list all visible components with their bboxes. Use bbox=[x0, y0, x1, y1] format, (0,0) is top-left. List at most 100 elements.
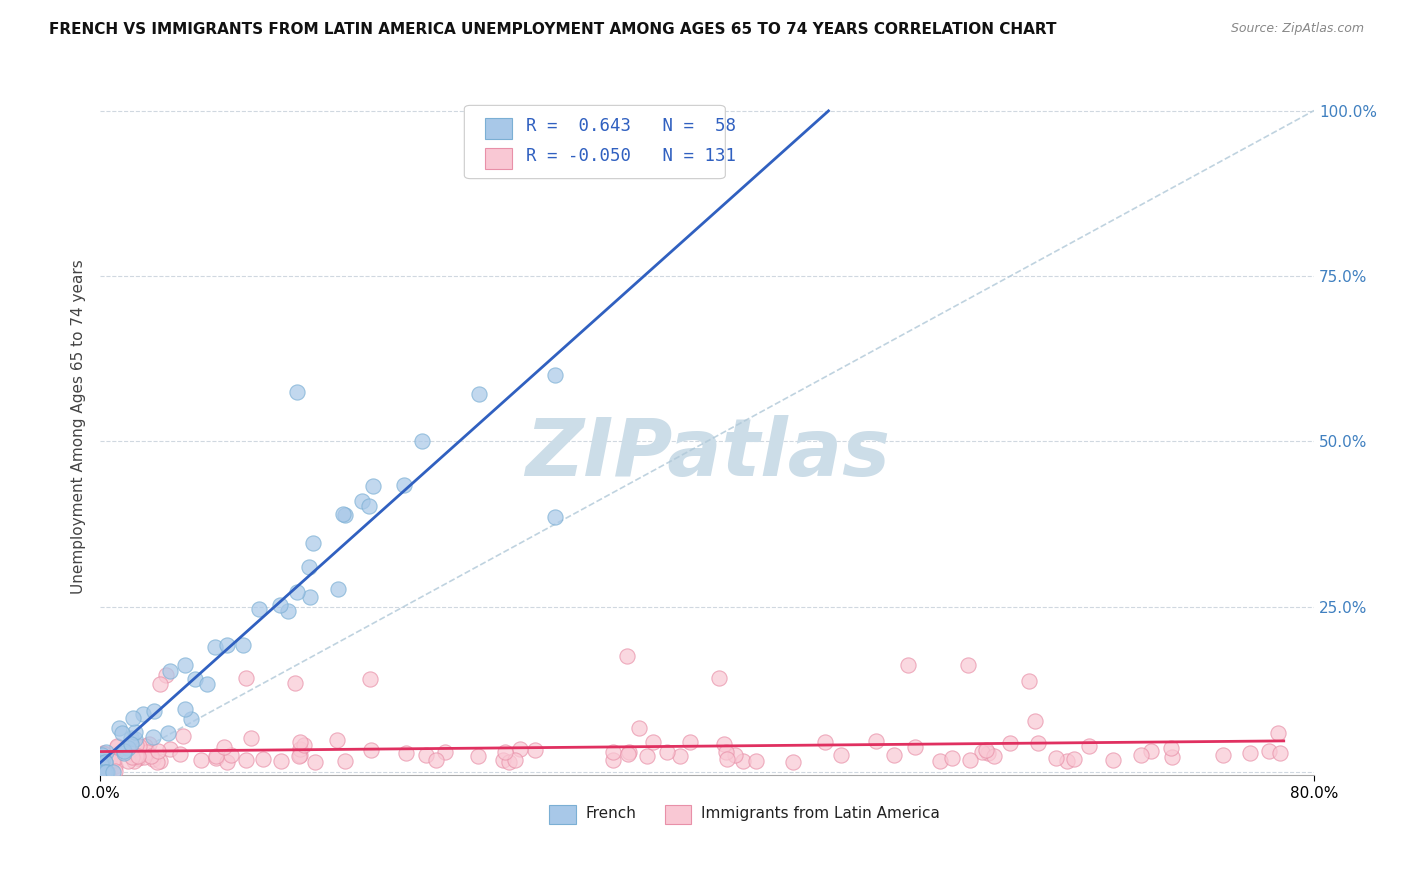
Point bbox=[94, 755, 117, 769]
Point bbox=[509, 742, 531, 756]
Point bbox=[301, 536, 323, 550]
Point bbox=[974, 743, 997, 757]
Point bbox=[124, 754, 146, 768]
Point bbox=[957, 658, 980, 673]
Point bbox=[127, 751, 149, 765]
Point bbox=[270, 754, 292, 768]
Point bbox=[125, 749, 148, 764]
Point bbox=[97, 755, 120, 769]
Point bbox=[616, 649, 638, 664]
Text: ZIPatlas: ZIPatlas bbox=[524, 416, 890, 493]
Point bbox=[1026, 736, 1049, 750]
Point bbox=[468, 387, 491, 401]
Point bbox=[498, 755, 520, 769]
Point bbox=[983, 748, 1005, 763]
Point bbox=[1257, 744, 1279, 758]
Point bbox=[90, 756, 112, 770]
Point bbox=[91, 755, 114, 769]
Point bbox=[724, 747, 747, 762]
Point bbox=[212, 739, 235, 754]
Point bbox=[287, 384, 309, 399]
Point bbox=[929, 755, 952, 769]
Point bbox=[425, 753, 447, 767]
Point bbox=[93, 747, 115, 762]
Point bbox=[544, 510, 567, 524]
Text: FRENCH VS IMMIGRANTS FROM LATIN AMERICA UNEMPLOYMENT AMONG AGES 65 TO 74 YEARS C: FRENCH VS IMMIGRANTS FROM LATIN AMERICA … bbox=[49, 22, 1057, 37]
Point bbox=[883, 747, 905, 762]
Point bbox=[326, 582, 349, 596]
Point bbox=[830, 747, 852, 762]
Point bbox=[288, 742, 311, 756]
Point bbox=[679, 734, 702, 748]
Point bbox=[636, 749, 658, 764]
Point bbox=[392, 477, 415, 491]
Point bbox=[96, 757, 118, 772]
Point bbox=[121, 750, 143, 764]
Point bbox=[1130, 748, 1153, 763]
Point bbox=[1018, 674, 1040, 689]
Point bbox=[172, 729, 194, 743]
Point bbox=[332, 508, 354, 522]
Point bbox=[277, 604, 299, 618]
Point bbox=[132, 750, 155, 764]
Point bbox=[333, 754, 356, 768]
Point bbox=[155, 667, 177, 681]
Point bbox=[93, 765, 115, 780]
Text: French: French bbox=[586, 806, 637, 822]
Point bbox=[544, 368, 567, 383]
Point bbox=[146, 755, 169, 769]
Point bbox=[205, 748, 228, 763]
Point bbox=[284, 676, 307, 690]
Point bbox=[94, 755, 117, 769]
Point bbox=[709, 671, 731, 685]
Point bbox=[1078, 739, 1101, 754]
Point bbox=[159, 664, 181, 678]
Point bbox=[120, 742, 142, 756]
Point bbox=[90, 754, 112, 768]
Point bbox=[865, 734, 887, 748]
Point bbox=[142, 752, 165, 766]
FancyBboxPatch shape bbox=[665, 805, 692, 824]
Point bbox=[149, 754, 172, 768]
Point bbox=[159, 742, 181, 756]
Point bbox=[1239, 747, 1261, 761]
Point bbox=[959, 753, 981, 767]
Point bbox=[904, 740, 927, 755]
Point bbox=[90, 748, 112, 763]
Point bbox=[94, 765, 117, 780]
Point bbox=[89, 765, 111, 780]
FancyBboxPatch shape bbox=[485, 148, 512, 169]
Point bbox=[669, 749, 692, 764]
Point bbox=[135, 745, 157, 759]
Point bbox=[287, 748, 309, 763]
Point bbox=[492, 753, 515, 767]
Point bbox=[1161, 750, 1184, 764]
Point bbox=[352, 493, 374, 508]
Point bbox=[215, 639, 238, 653]
Point bbox=[94, 745, 117, 759]
Point bbox=[114, 746, 136, 760]
Point bbox=[304, 755, 326, 769]
Point bbox=[602, 745, 624, 759]
Point bbox=[290, 735, 312, 749]
Point bbox=[731, 754, 754, 768]
Point bbox=[93, 762, 115, 776]
Point bbox=[146, 743, 169, 757]
Point bbox=[1063, 751, 1085, 765]
Point bbox=[1160, 740, 1182, 755]
Point bbox=[326, 733, 349, 747]
Point bbox=[134, 739, 156, 753]
Point bbox=[617, 747, 640, 761]
Point bbox=[98, 752, 121, 766]
Point bbox=[98, 762, 121, 776]
Point bbox=[655, 745, 678, 759]
Point bbox=[204, 640, 226, 654]
Point bbox=[1140, 744, 1163, 758]
Point bbox=[941, 751, 963, 765]
Point bbox=[121, 750, 143, 764]
Point bbox=[94, 754, 117, 768]
Point bbox=[91, 758, 114, 772]
Point bbox=[100, 754, 122, 768]
Point bbox=[252, 752, 274, 766]
Point bbox=[411, 434, 433, 449]
